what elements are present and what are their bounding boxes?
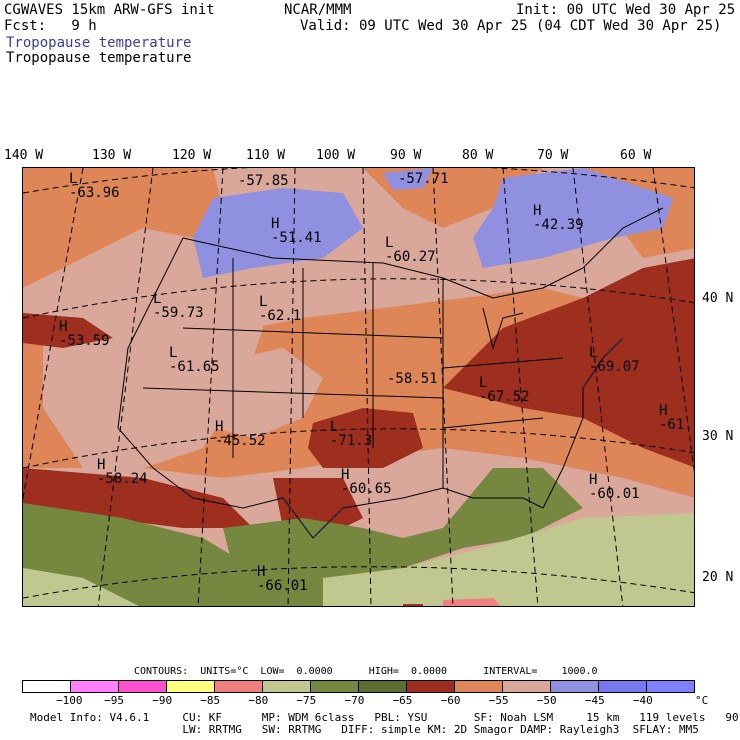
legend-swatch: [263, 681, 311, 692]
legend-label: −85: [200, 694, 221, 707]
extremum-label: L -71.3: [330, 419, 373, 449]
extremum-label: L -62.1: [259, 294, 302, 324]
lon-label: 100 W: [316, 148, 356, 163]
legend-label: −95: [104, 694, 125, 707]
extremum-label: H -51.41: [271, 216, 322, 246]
lon-label: 60 W: [620, 148, 652, 163]
legend-swatch: [167, 681, 215, 692]
legend-label: −90: [152, 694, 173, 707]
legend-label: −100: [56, 694, 83, 707]
legend-label: −55: [488, 694, 509, 707]
extremum-label: L -67.52: [479, 375, 530, 405]
legend-swatch: [359, 681, 407, 692]
lat-label: 30 N: [702, 429, 734, 444]
legend-label: −45: [584, 694, 605, 707]
legend-label: −75: [296, 694, 317, 707]
legend-swatch: [455, 681, 503, 692]
extremum-label: H -42.39: [533, 203, 584, 233]
extremum-label: L -61.65: [169, 345, 220, 375]
field-name-shaded: Tropopause temperature: [6, 35, 192, 51]
contours-info: CONTOURS: UNITS=°C LOW= 0.0000 HIGH= 0.0…: [134, 666, 598, 677]
extremum-label: L -63.96: [69, 171, 120, 201]
legend-label: −70: [344, 694, 365, 707]
legend-swatch: [215, 681, 263, 692]
legend-swatch: [71, 681, 119, 692]
extremum-label: L -69.07: [589, 345, 640, 375]
legend-swatch: [407, 681, 455, 692]
extremum-label: -57.71: [398, 171, 449, 187]
lat-label: 20 N: [702, 570, 734, 585]
extremum-label: H -53.59: [59, 319, 110, 349]
lon-label: 130 W: [92, 148, 132, 163]
legend-swatch: [551, 681, 599, 692]
shaded-field: [23, 168, 694, 606]
legend-label: −60: [440, 694, 461, 707]
legend-swatch: [503, 681, 551, 692]
extremum-label: H -60.01: [589, 472, 640, 502]
extremum-label: H -60.65: [341, 467, 392, 497]
extremum-label: -58.51: [387, 371, 438, 387]
legend-swatch: [647, 681, 694, 692]
extremum-label: L -59.73: [153, 291, 204, 321]
valid-time: Valid: 09 UTC Wed 30 Apr 25 (04 CDT Wed …: [300, 18, 722, 34]
extremum-label: -57.85: [238, 173, 289, 189]
init-time: Init: 00 UTC Wed 30 Apr 25: [516, 2, 736, 18]
legend-swatch: [119, 681, 167, 692]
legend-label: °C: [695, 694, 709, 707]
lon-label: 90 W: [390, 148, 422, 163]
extremum-label: H -66.01: [257, 564, 308, 594]
legend-swatch: [599, 681, 647, 692]
extremum-label: H -58.24: [97, 457, 148, 487]
field-name-contour: Tropopause temperature: [6, 50, 192, 66]
model-info-line1: Model Info: V4.6.1 CU: KF MP: WDM 6class…: [30, 711, 740, 724]
lon-label: 120 W: [172, 148, 212, 163]
legend-swatch: [311, 681, 359, 692]
lon-label: 140 W: [4, 148, 44, 163]
forecast-hour: Fcst: 9 h: [4, 18, 97, 34]
extremum-label: H -61.: [659, 403, 693, 433]
model-title: CGWAVES 15km ARW-GFS init: [4, 2, 215, 18]
lon-label: 80 W: [462, 148, 494, 163]
legend-label: −80: [248, 694, 269, 707]
legend-swatch: [23, 681, 71, 692]
legend-label: −65: [392, 694, 413, 707]
organization: NCAR/MMM: [284, 2, 352, 18]
legend-label: −40: [632, 694, 653, 707]
lat-label: 40 N: [702, 291, 734, 306]
lon-label: 70 W: [537, 148, 569, 163]
model-info-line2: LW: RRTMG SW: RRTMG DIFF: simple KM: 2D …: [30, 723, 699, 736]
legend-label: −50: [536, 694, 557, 707]
extremum-label: L -60.27: [385, 235, 436, 265]
lon-label: 110 W: [246, 148, 286, 163]
extremum-label: H -45.52: [215, 419, 266, 449]
tropopause-temperature-map: L -63.96 -57.85 -57.71 H -42.39 H -51.41…: [22, 167, 695, 607]
color-legend: [22, 680, 695, 693]
